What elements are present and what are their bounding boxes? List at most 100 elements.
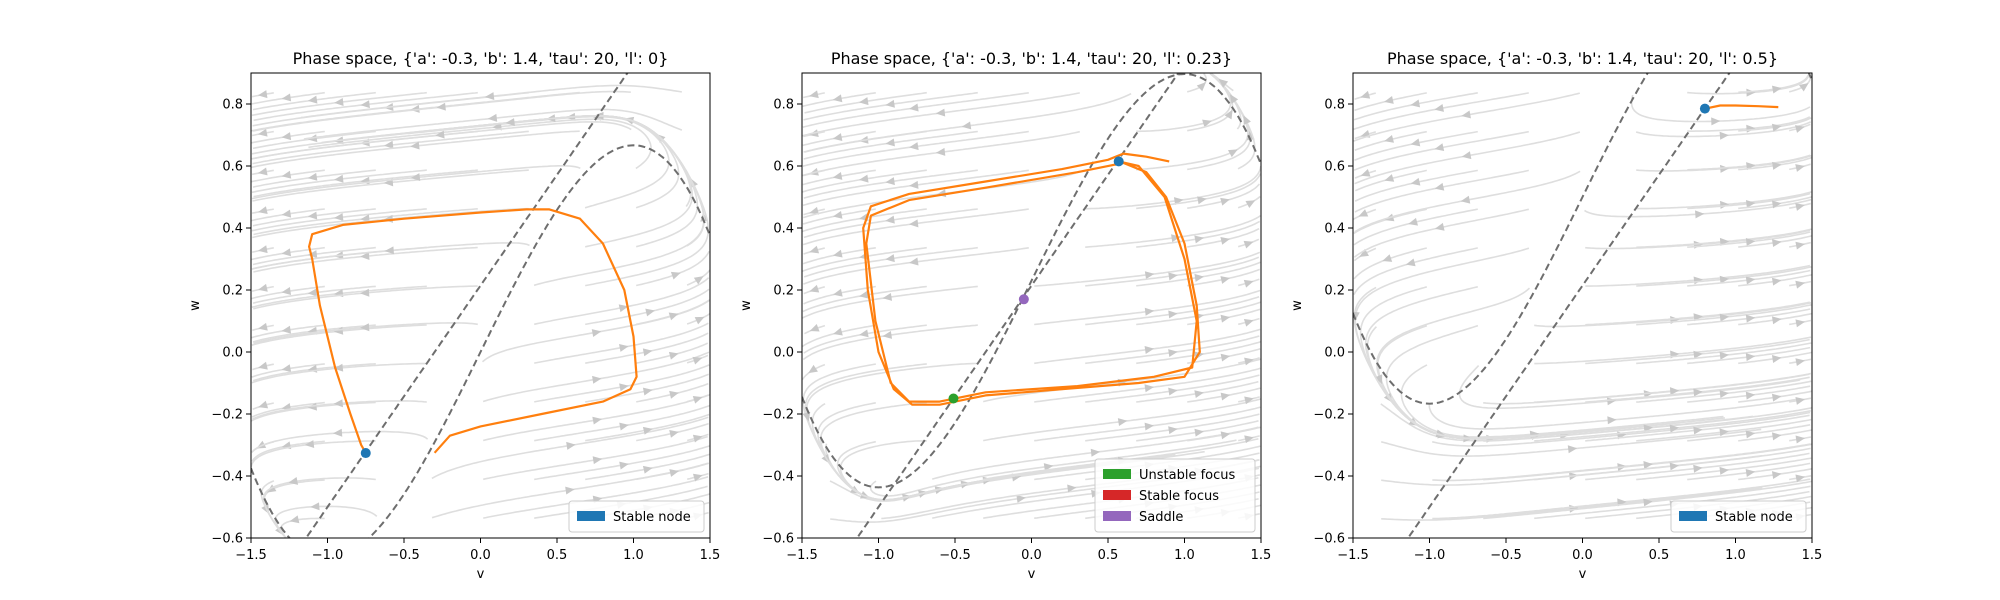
flow-arrow	[1693, 388, 1703, 397]
flow-arrow	[669, 469, 679, 477]
y-tick-label: 0.8	[222, 98, 243, 113]
streamline	[1376, 287, 1546, 440]
x-tick-label: 1.0	[1174, 548, 1195, 563]
flow-arrow	[484, 92, 495, 101]
x-tick-label: 0.0	[470, 548, 491, 563]
streamline	[811, 403, 1128, 501]
flow-arrow	[809, 245, 820, 254]
flow-arrow	[935, 147, 946, 156]
flow-arrow	[885, 254, 895, 263]
flow-arrow	[859, 329, 869, 338]
x-tick-label: −0.5	[1490, 548, 1522, 563]
flow-arrow	[307, 211, 318, 220]
flow-arrow	[1197, 196, 1207, 205]
flow-arrow	[505, 118, 515, 127]
y-tick-label: −0.6	[211, 532, 243, 547]
fixed-point	[1113, 156, 1124, 167]
streamline	[1085, 165, 1261, 210]
chart-title: Phase space, {'a': -0.3, 'b': 1.4, 'tau'…	[293, 49, 669, 68]
flow-arrow	[1669, 424, 1680, 433]
legend-swatch	[1103, 469, 1131, 479]
flow-arrow	[1720, 164, 1730, 173]
flow-arrow	[802, 411, 811, 422]
flow-arrow	[1771, 239, 1782, 248]
flow-arrow	[334, 97, 344, 106]
fixed-point	[1699, 103, 1710, 114]
flow-arrow	[1719, 351, 1729, 360]
flow-arrow	[1410, 99, 1421, 108]
trajectory	[308, 208, 638, 454]
chart-title: Phase space, {'a': -0.3, 'b': 1.4, 'tau'…	[1387, 49, 1778, 68]
x-axis-label: v	[1579, 567, 1587, 582]
flow-arrow	[1224, 109, 1233, 120]
legend-swatch	[1679, 511, 1707, 521]
x-tick-label: −1.5	[1337, 548, 1369, 563]
flow-arrow	[619, 383, 629, 392]
flow-arrow	[281, 170, 292, 179]
flow-arrow	[384, 246, 394, 255]
flow-arrow	[809, 284, 820, 293]
flow-arrow	[1569, 504, 1579, 513]
flow-arrow	[307, 250, 318, 259]
flow-arrow	[1461, 151, 1472, 160]
flow-arrow	[1194, 235, 1204, 244]
y-tick-label: 0.2	[1324, 284, 1345, 299]
flow-arrow	[1460, 195, 1471, 204]
flow-arrow	[333, 363, 344, 372]
flow-arrow	[281, 287, 292, 295]
chart-title: Phase space, {'a': -0.3, 'b': 1.4, 'tau'…	[831, 49, 1232, 68]
flow-arrow	[360, 288, 370, 297]
flow-arrow	[619, 343, 629, 352]
flow-arrow	[257, 167, 268, 176]
trajectory	[862, 152, 1201, 406]
y-tick-label: −0.4	[211, 470, 243, 485]
flow-arrow	[1461, 110, 1471, 119]
flow-arrow	[1719, 466, 1729, 475]
flow-arrow	[435, 130, 445, 139]
flow-arrow	[1410, 177, 1421, 186]
streamline	[407, 115, 670, 209]
x-tick-label: 0.5	[1098, 548, 1119, 563]
flow-arrow	[1168, 272, 1178, 281]
plot-area	[251, 73, 710, 538]
flow-arrow	[1220, 276, 1231, 284]
streamline	[280, 517, 325, 538]
flow-arrow	[1643, 498, 1653, 507]
streamline	[530, 114, 710, 287]
flow-arrow	[832, 172, 843, 180]
streamline	[361, 115, 692, 207]
flow-arrow	[1144, 271, 1155, 280]
flow-arrow	[1771, 471, 1782, 480]
flow-arrow	[1693, 426, 1703, 435]
flow-arrow	[1745, 238, 1756, 247]
flow-arrow	[1693, 464, 1703, 473]
flow-arrow	[882, 292, 893, 301]
flow-arrow	[694, 316, 705, 325]
flow-arrow	[1771, 432, 1782, 441]
x-tick-label: −1.0	[863, 548, 895, 563]
flow-arrow	[1719, 275, 1730, 284]
flow-arrow	[692, 434, 703, 443]
flow-arrow	[1719, 313, 1730, 322]
flow-arrow	[885, 215, 895, 224]
legend-box	[568, 500, 705, 533]
flow-arrow	[1168, 387, 1178, 396]
flow-arrow	[410, 173, 421, 182]
flow-arrow	[1745, 353, 1756, 362]
y-tick-label: 0.8	[1324, 98, 1345, 113]
flow-arrow	[909, 142, 919, 151]
flow-arrow	[307, 172, 318, 181]
y-tick-label: −0.2	[1313, 408, 1345, 423]
x-tick-label: 0.5	[1649, 548, 1670, 563]
flow-arrow	[1245, 200, 1256, 209]
flow-arrow	[669, 390, 679, 399]
x-tick-label: 1.5	[1251, 548, 1272, 563]
y-tick-label: −0.6	[762, 532, 794, 547]
flow-arrow	[833, 327, 843, 336]
flow-arrow	[410, 104, 420, 113]
flow-arrow	[1746, 88, 1756, 97]
flow-arrow	[1243, 115, 1251, 126]
v-nullcline	[251, 144, 710, 538]
flow-arrow	[642, 465, 653, 474]
legend-label: Unstable focus	[1139, 468, 1236, 483]
